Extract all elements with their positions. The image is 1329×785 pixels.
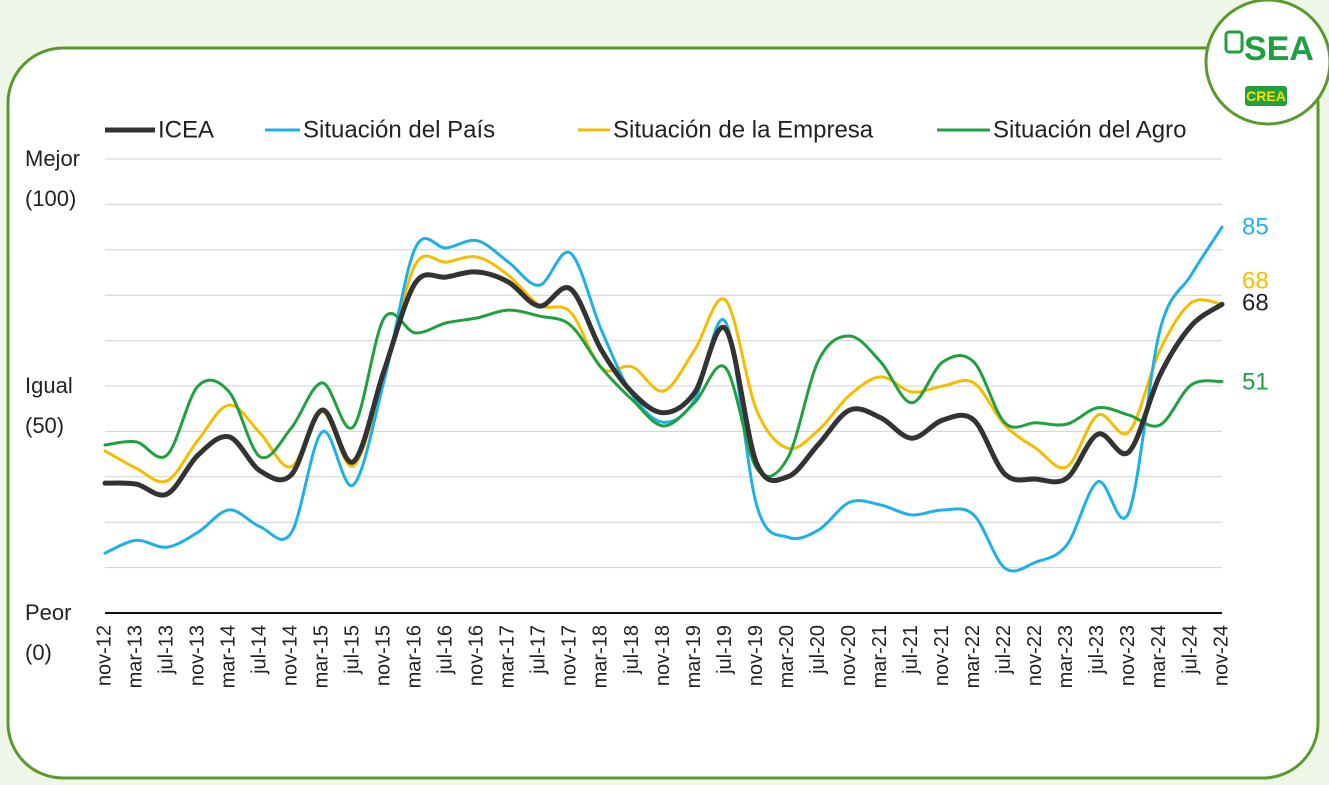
x-tick-label: jul-22 (993, 625, 1015, 675)
x-tick-label: nov-18 (652, 625, 674, 686)
x-tick-label: nov-21 (931, 625, 953, 686)
x-tick-label: jul-23 (1086, 625, 1108, 675)
x-tick-label: jul-18 (621, 625, 643, 675)
legend-label: Situación de la Empresa (613, 116, 874, 143)
x-tick-label: jul-19 (714, 625, 736, 675)
x-tick-label: nov-20 (838, 625, 860, 686)
x-tick-label: nov-19 (745, 625, 767, 686)
x-tick-label: jul-13 (155, 625, 177, 675)
end-label: 68 (1242, 289, 1269, 316)
x-tick-label: mar-13 (124, 625, 146, 688)
x-tick-label: mar-14 (217, 625, 239, 688)
end-label: 85 (1242, 213, 1269, 240)
x-tick-label: mar-23 (1055, 625, 1077, 688)
x-tick-label: nov-14 (279, 625, 301, 686)
x-tick-label: nov-12 (93, 625, 115, 686)
logo-icon (1224, 30, 1244, 54)
end-label: 51 (1242, 368, 1269, 395)
end-label: 68 (1242, 267, 1269, 294)
x-tick-label: nov-13 (186, 625, 208, 686)
x-tick-label: nov-17 (559, 625, 581, 686)
legend-label: ICEA (158, 116, 214, 143)
x-tick-label: nov-16 (466, 625, 488, 686)
x-tick-label: jul-14 (248, 625, 270, 675)
x-tick-label: jul-21 (900, 625, 922, 675)
y-tick-label: Mejor (100) (25, 146, 81, 211)
legend-label: Situación del País (303, 116, 495, 143)
x-tick-label: mar-17 (497, 625, 519, 688)
logo-badge (1245, 86, 1287, 106)
series-line (102, 269, 1225, 498)
x-tick-label: nov-24 (1210, 625, 1232, 686)
series-line (103, 225, 1224, 573)
x-tick-label: mar-21 (869, 625, 891, 688)
x-tick-label: nov-23 (1117, 625, 1139, 686)
x-tick-label: mar-19 (683, 625, 705, 688)
x-tick-label: mar-22 (962, 625, 984, 688)
x-tick-label: jul-24 (1179, 625, 1201, 675)
x-tick-label: jul-15 (342, 625, 364, 675)
x-tick-label: mar-16 (404, 625, 426, 688)
x-tick-label: nov-22 (1024, 625, 1046, 686)
x-tick-label: mar-18 (590, 625, 612, 688)
x-tick-label: mar-20 (776, 625, 798, 688)
x-tick-label: mar-24 (1148, 625, 1170, 688)
x-tick-label: jul-16 (435, 625, 457, 675)
y-tick-label: Igual (50) (25, 373, 73, 438)
x-tick-label: mar-15 (310, 625, 332, 688)
y-tick-label: Peor (0) (25, 600, 72, 665)
x-tick-label: jul-20 (807, 625, 829, 675)
logo-text: SEA (1244, 30, 1314, 68)
legend-label: Situación del Agro (993, 116, 1186, 143)
logo-badge-text: CREA (1246, 88, 1286, 104)
x-tick-label: jul-17 (528, 625, 550, 675)
x-tick-label: nov-15 (373, 625, 395, 686)
series-line (103, 308, 1224, 478)
